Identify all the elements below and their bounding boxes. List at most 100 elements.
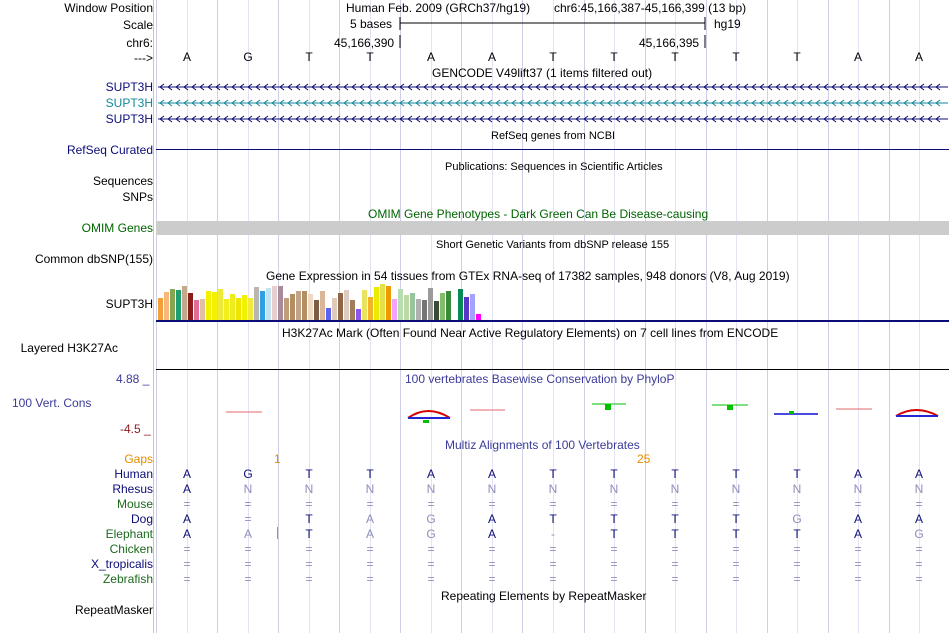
strand-chevron [767, 83, 773, 91]
gtex-tissue-bar[interactable] [452, 284, 457, 320]
refseq-gene-line[interactable] [156, 149, 949, 150]
gencode-gene-label-1[interactable]: SUPT3H [105, 80, 153, 94]
gtex-tissue-bar[interactable] [476, 314, 481, 320]
gtex-track-title[interactable]: Gene Expression in 54 tissues from GTEx … [266, 269, 790, 283]
gtex-tissue-bar[interactable] [194, 300, 199, 320]
phylop-label[interactable]: 100 Vert. Cons [12, 396, 92, 410]
gtex-tissue-bar[interactable] [446, 291, 451, 320]
species-label[interactable]: X_tropicalis [90, 557, 153, 571]
alignment-base: = [610, 557, 618, 571]
gencode-gene-1[interactable] [158, 81, 948, 93]
alignment-base: = [305, 497, 313, 511]
gtex-tissue-bar[interactable] [170, 289, 175, 320]
gtex-tissue-bar[interactable] [308, 294, 313, 320]
gtex-tissue-bar[interactable] [344, 290, 349, 320]
species-label[interactable]: Rhesus [112, 482, 153, 496]
gencode-track-title[interactable]: GENCODE V49lift37 (1 items filtered out) [432, 66, 653, 80]
omim-label[interactable]: OMIM Genes [81, 221, 153, 235]
gtex-tissue-bar[interactable] [206, 291, 211, 320]
gtex-tissue-bar[interactable] [380, 284, 385, 320]
gtex-tissue-bar[interactable] [392, 299, 397, 320]
gtex-tissue-bar[interactable] [416, 299, 421, 320]
gtex-tissue-bar[interactable] [200, 299, 205, 320]
gtex-tissue-bar[interactable] [254, 287, 259, 320]
gtex-tissue-bar[interactable] [302, 291, 307, 320]
species-label[interactable]: Human [114, 467, 153, 481]
h3k27ac-track-title[interactable]: H3K27Ac Mark (Often Found Near Active Re… [282, 326, 779, 340]
gtex-tissue-bar[interactable] [374, 287, 379, 320]
gtex-tissue-bar[interactable] [338, 293, 343, 320]
gtex-tissue-bar[interactable] [368, 297, 373, 320]
gtex-tissue-bar[interactable] [188, 293, 193, 320]
dbsnp-track-title[interactable]: Short Genetic Variants from dbSNP releas… [436, 239, 670, 251]
gtex-tissue-bar[interactable] [440, 293, 445, 320]
gtex-tissue-bar[interactable] [278, 286, 283, 320]
gtex-tissue-bar[interactable] [182, 286, 187, 320]
gtex-tissue-bar[interactable] [260, 291, 265, 320]
gtex-tissue-bar[interactable] [272, 286, 277, 320]
strand-chevron [631, 99, 637, 107]
gencode-gene-3[interactable] [158, 113, 948, 125]
strand-chevron [855, 83, 861, 91]
gtex-gene-label[interactable]: SUPT3H [105, 297, 153, 311]
species-label[interactable]: Mouse [116, 497, 153, 511]
refseq-track-title[interactable]: RefSeq genes from NCBI [491, 130, 616, 142]
gtex-tissue-bar[interactable] [164, 292, 169, 320]
publications-label-snps[interactable]: SNPs [122, 190, 153, 204]
gtex-tissue-bar[interactable] [362, 290, 367, 320]
strand-chevron [903, 83, 909, 91]
omim-phenotype-bar[interactable] [156, 221, 949, 235]
gtex-tissue-bar[interactable] [326, 308, 331, 320]
gencode-gene-2[interactable] [158, 97, 948, 109]
gtex-tissue-bar[interactable] [410, 293, 415, 320]
gtex-tissue-bar[interactable] [230, 294, 235, 320]
h3k27ac-label[interactable]: Layered H3K27Ac [20, 341, 118, 355]
gtex-tissue-bar[interactable] [290, 294, 295, 320]
gtex-tissue-bar[interactable] [398, 289, 403, 320]
gtex-tissue-bar[interactable] [428, 288, 433, 320]
gtex-tissue-bar[interactable] [458, 289, 463, 320]
gaps-label[interactable]: Gaps [124, 452, 153, 466]
species-label[interactable]: Chicken [109, 542, 153, 556]
gtex-tissue-bar[interactable] [242, 295, 247, 320]
refseq-label[interactable]: RefSeq Curated [66, 143, 153, 157]
phylop-track-title[interactable]: 100 vertebrates Basewise Conservation by… [405, 372, 675, 386]
species-label[interactable]: Dog [130, 512, 153, 526]
strand-chevron [303, 83, 309, 91]
gtex-tissue-bar[interactable] [212, 292, 217, 320]
species-label[interactable]: Elephant [105, 527, 153, 541]
gtex-tissue-bar[interactable] [386, 286, 391, 320]
repeatmasker-track-title[interactable]: Repeating Elements by RepeatMasker [441, 589, 647, 603]
gencode-gene-label-3[interactable]: SUPT3H [105, 112, 153, 126]
gtex-tissue-bar[interactable] [332, 298, 337, 320]
publications-track-title[interactable]: Publications: Sequences in Scientific Ar… [445, 161, 663, 173]
gtex-tissue-bar[interactable] [248, 298, 253, 320]
gtex-tissue-bar[interactable] [218, 289, 223, 320]
gtex-tissue-bar[interactable] [224, 299, 229, 320]
dbsnp-label[interactable]: Common dbSNP(155) [34, 252, 153, 266]
multiz-track-title[interactable]: Multiz Alignments of 100 Vertebrates [445, 438, 640, 452]
gtex-tissue-bar[interactable] [236, 298, 241, 320]
gtex-tissue-bar[interactable] [296, 291, 301, 320]
gtex-tissue-bar[interactable] [422, 300, 427, 320]
gtex-tissue-bar[interactable] [470, 294, 475, 320]
gtex-tissue-bar[interactable] [266, 288, 271, 320]
gencode-gene-label-2[interactable]: SUPT3H [105, 96, 153, 110]
gtex-tissue-bar[interactable] [314, 300, 319, 320]
gtex-tissue-bar[interactable] [356, 309, 361, 320]
publications-label-sequences[interactable]: Sequences [92, 174, 153, 188]
gtex-tissue-bar[interactable] [434, 301, 439, 320]
gtex-tissue-bar[interactable] [176, 290, 181, 320]
repeatmasker-label[interactable]: RepeatMasker [74, 603, 153, 617]
gtex-tissue-bar[interactable] [158, 298, 163, 320]
gtex-tissue-bar[interactable] [464, 297, 469, 320]
omim-track-title[interactable]: OMIM Gene Phenotypes - Dark Green Can Be… [368, 207, 709, 221]
gtex-tissue-bar[interactable] [404, 295, 409, 320]
strand-chevron [895, 115, 901, 123]
gtex-tissue-bar[interactable] [350, 300, 355, 320]
species-label[interactable]: Zebrafish [102, 572, 153, 586]
gtex-tissue-bar[interactable] [284, 298, 289, 320]
gtex-tissue-bar[interactable] [320, 291, 325, 320]
